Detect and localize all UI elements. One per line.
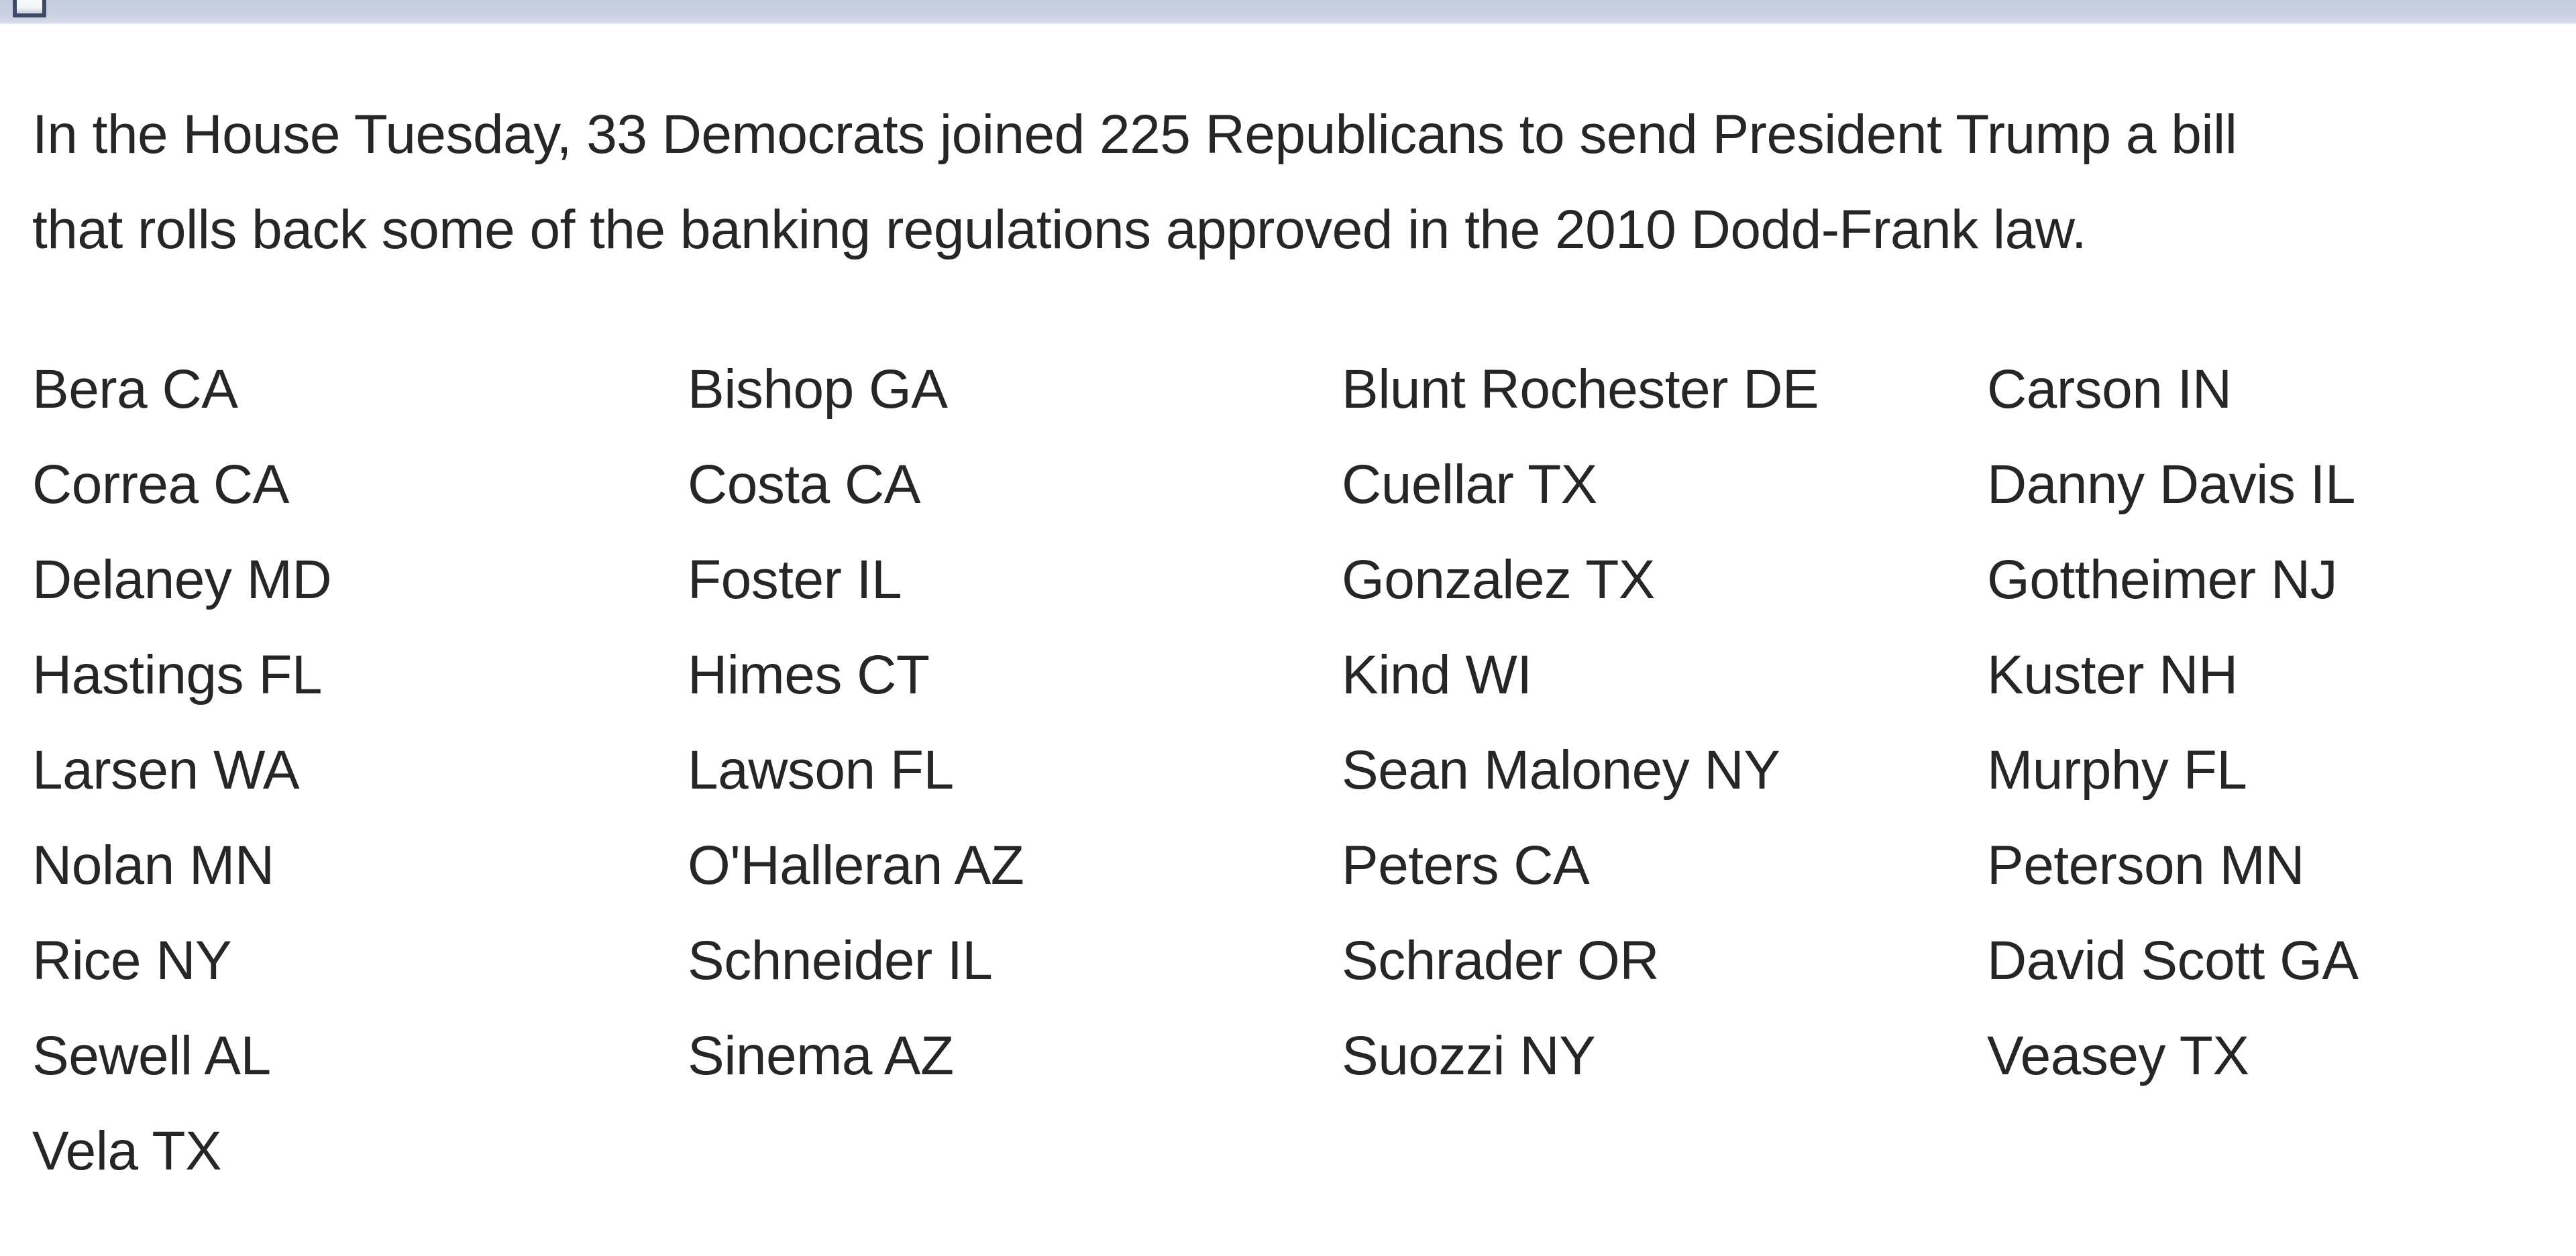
legislator-item: Costa CA xyxy=(688,454,920,515)
legislator-item: Sewell AL xyxy=(32,1025,271,1086)
intro-line-2: that rolls back some of the banking regu… xyxy=(32,199,2087,260)
legislator-item: Sinema AZ xyxy=(688,1025,954,1086)
legislator-item: Kuster NH xyxy=(1987,644,2238,705)
square-outline-icon[interactable] xyxy=(13,0,46,17)
legislator-item: Rice NY xyxy=(32,930,232,991)
legislator-item: Vela TX xyxy=(32,1121,222,1182)
list-column: Carson IN Danny Davis IL Gottheimer NJ K… xyxy=(1987,342,2359,1199)
legislator-item: Nolan MN xyxy=(32,835,274,896)
legislator-item: O'Halleran AZ xyxy=(688,835,1024,896)
legislator-item: Schrader OR xyxy=(1342,930,1660,991)
legislator-item: Lawson FL xyxy=(688,740,954,801)
legislator-item: Bishop GA xyxy=(688,359,948,420)
legislator-item: Hastings FL xyxy=(32,644,323,705)
legislator-item: Carson IN xyxy=(1987,359,2232,420)
legislator-item: Larsen WA xyxy=(32,740,300,801)
legislator-item: Delaney MD xyxy=(32,549,332,610)
legislator-item: Foster IL xyxy=(688,549,902,610)
democrats-list: Bera CA Correa CA Delaney MD Hastings FL… xyxy=(32,342,2549,1199)
legislator-item: Sean Maloney NY xyxy=(1342,740,1780,801)
legislator-item: Kind WI xyxy=(1342,644,1532,705)
legislator-item: Peters CA xyxy=(1342,835,1590,896)
legislator-item: Danny Davis IL xyxy=(1987,454,2356,515)
legislator-item: Gonzalez TX xyxy=(1342,549,1656,610)
list-column: Bishop GA Costa CA Foster IL Himes CT La… xyxy=(688,342,1342,1199)
legislator-item: Murphy FL xyxy=(1987,740,2247,801)
legislator-item: Veasey TX xyxy=(1987,1025,2249,1086)
legislator-item: Gottheimer NJ xyxy=(1987,549,2338,610)
document-body: In the House Tuesday, 33 Democrats joine… xyxy=(0,87,2576,1199)
legislator-item: Bera CA xyxy=(32,359,238,420)
intro-line-1: In the House Tuesday, 33 Democrats joine… xyxy=(32,104,2237,165)
legislator-item: Cuellar TX xyxy=(1342,454,1597,515)
legislator-item: Suozzi NY xyxy=(1342,1025,1596,1086)
titlebar xyxy=(0,0,2576,24)
legislator-item: Schneider IL xyxy=(688,930,993,991)
legislator-item: Himes CT xyxy=(688,644,930,705)
list-column: Blunt Rochester DE Cuellar TX Gonzalez T… xyxy=(1342,342,1987,1199)
legislator-item: David Scott GA xyxy=(1987,930,2359,991)
legislator-item: Blunt Rochester DE xyxy=(1342,359,1819,420)
intro-paragraph: In the House Tuesday, 33 Democrats joine… xyxy=(32,87,2549,278)
legislator-item: Correa CA xyxy=(32,454,289,515)
list-column: Bera CA Correa CA Delaney MD Hastings FL… xyxy=(32,342,688,1199)
legislator-item: Peterson MN xyxy=(1987,835,2305,896)
